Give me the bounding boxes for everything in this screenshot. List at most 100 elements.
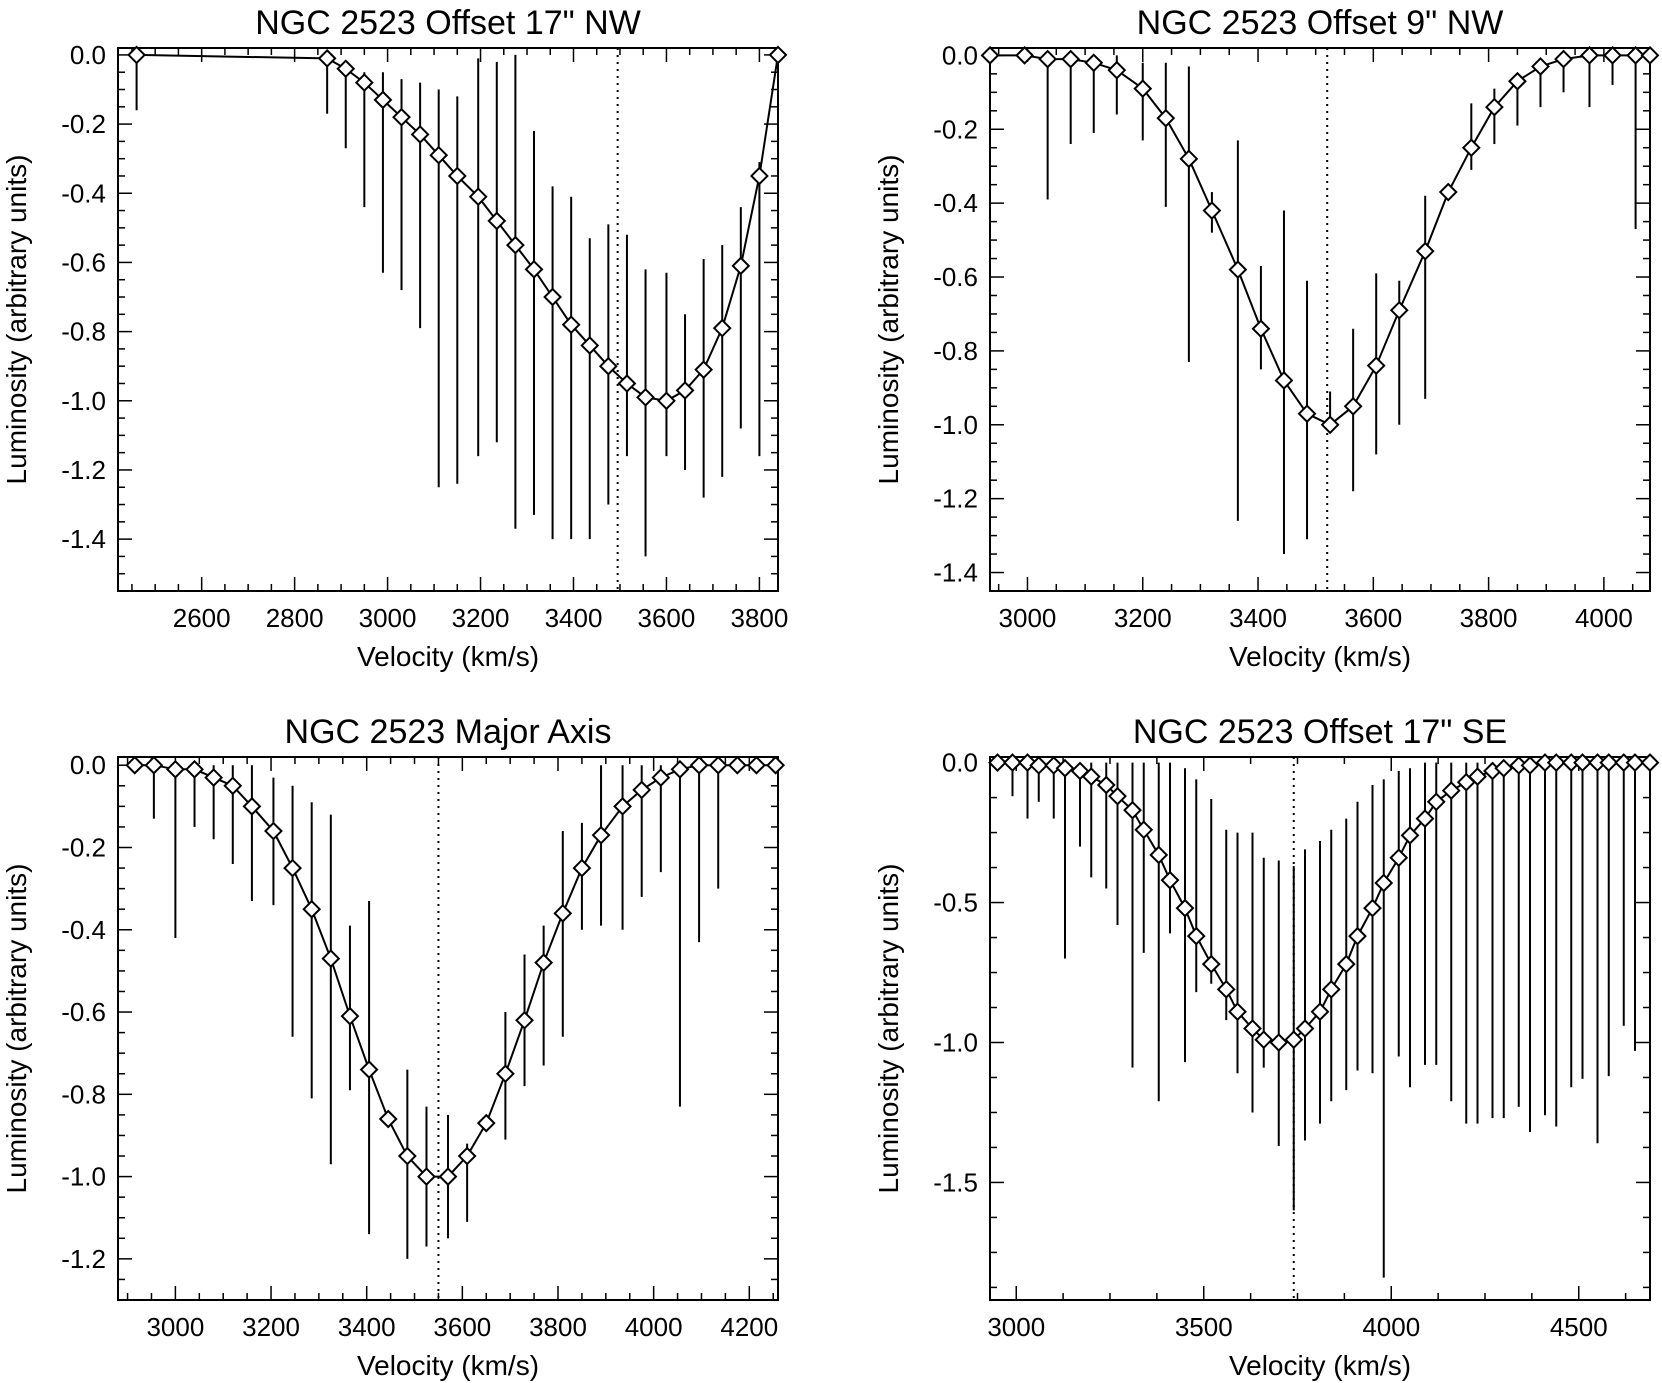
data-point-marker [1156,108,1176,128]
data-point-marker [468,187,488,207]
x-axis-label: Velocity (km/s) [1229,641,1411,672]
data-point-marker [524,259,544,279]
plot-frame [989,47,1651,592]
data-point-marker [1320,415,1340,435]
y-tick-label: -0.8 [933,336,978,366]
data-point-marker [1343,396,1363,416]
data-point-marker [694,360,714,380]
x-tick-label: 2600 [173,603,231,633]
x-tick-label: 3800 [529,1312,587,1342]
y-axis-label: Luminosity (arbitrary units) [1,155,32,485]
x-tick-label: 4200 [720,1312,778,1342]
x-tick-label: 3800 [1460,603,1518,633]
data-point-marker [1108,786,1127,806]
plot-frame [989,756,1651,1301]
data-point-marker [1546,753,1566,773]
y-tick-label: 0.0 [942,748,978,778]
data-point-marker [505,235,525,255]
data-point-marker [283,858,302,878]
data-point-marker [1134,820,1154,840]
x-tick-label: 3000 [999,603,1057,633]
data-point-marker [1400,825,1420,845]
data-point-marker [670,759,690,779]
data-point-marker [708,755,728,775]
data-point-marker [321,949,341,968]
data-point-marker [1029,755,1049,775]
y-tick-label: -1.2 [61,1244,106,1274]
y-axis-label: Luminosity (arbitrary units) [1,864,32,1194]
data-point-marker [1269,1033,1289,1052]
panel-offset-9-nw: NGC 2523 Offset 9" NW Velocity (km/s) Lu… [873,4,1660,672]
data-point-marker [1149,845,1169,865]
panel-title: NGC 2523 Major Axis [285,713,612,751]
data-point-marker [1374,873,1394,893]
profile-line [997,761,1650,1044]
x-tick-label: 4000 [1575,603,1633,633]
data-point-marker [988,753,1007,773]
profile-line [990,54,1650,426]
data-point-marker [1494,758,1514,778]
data-point-marker [1015,45,1034,65]
data-point-marker [636,387,655,407]
x-tick-label: 3400 [1229,603,1287,633]
data-point-marker [712,318,732,338]
data-point-marker [373,90,393,110]
data-point-marker [495,1064,515,1084]
data-point-marker [553,903,573,923]
data-point-marker [580,336,600,355]
data-point-marker [980,45,1000,65]
data-point-marker [1389,848,1409,868]
x-axis-label: Velocity (km/s) [1229,1350,1411,1381]
data-point-marker [127,45,147,65]
data-point-marker [766,755,786,775]
data-point-marker [749,166,769,186]
data-point-marker [1096,775,1116,795]
data-point-marker [1626,45,1646,65]
y-axis-label: Luminosity (arbitrary units) [873,155,904,485]
y-tick-label: -1.2 [933,484,978,514]
data-point-marker [1179,149,1199,169]
data-point-marker [264,821,283,841]
data-point-marker [1243,1019,1262,1038]
data-point-marker [144,755,164,775]
data-point-marker [1133,79,1153,99]
data-point-marker [1599,753,1619,773]
y-tick-label: 0.0 [70,750,106,780]
data-point-marker [1254,1030,1274,1050]
data-point-marker [515,1010,534,1030]
data-point-marker [1251,319,1271,339]
x-axis-label: Velocity (km/s) [357,1350,539,1381]
data-point-marker [1531,57,1550,76]
profile-line [134,764,776,1178]
data-point-marker [336,59,356,79]
data-point-marker [561,315,581,335]
data-point-marker [1295,1019,1315,1038]
x-tick-label: 3000 [146,1312,204,1342]
x-tick-label: 3600 [433,1312,491,1342]
data-point-marker [675,380,695,400]
data-point-marker [1321,979,1341,999]
data-point-marker [1366,356,1386,376]
x-tick-label: 3200 [242,1312,300,1342]
data-point-marker [487,211,507,231]
data-point-marker [185,759,204,779]
y-tick-label: -0.5 [933,888,978,918]
data-point-marker [1003,753,1022,773]
data-point-marker [359,1060,379,1080]
data-point-marker [1348,926,1367,946]
data-point-marker [125,755,145,775]
data-point-marker [317,48,337,68]
data-point-marker [1175,898,1195,918]
data-point-marker [1336,954,1356,974]
y-axis-label: Luminosity (arbitrary units) [873,864,904,1194]
data-point-marker [392,107,411,127]
panel-offset-17-se: NGC 2523 Offset 17" SE Velocity (km/s) L… [873,713,1660,1381]
data-point-marker [165,759,185,779]
panel-title: NGC 2523 Offset 9" NW [1137,4,1504,42]
data-point-marker [476,1113,496,1133]
data-point-marker [438,1167,458,1187]
y-tick-label: -0.2 [61,833,106,863]
x-tick-label: 3800 [730,603,788,633]
data-point-marker [689,755,709,775]
data-point-marker [731,256,751,276]
